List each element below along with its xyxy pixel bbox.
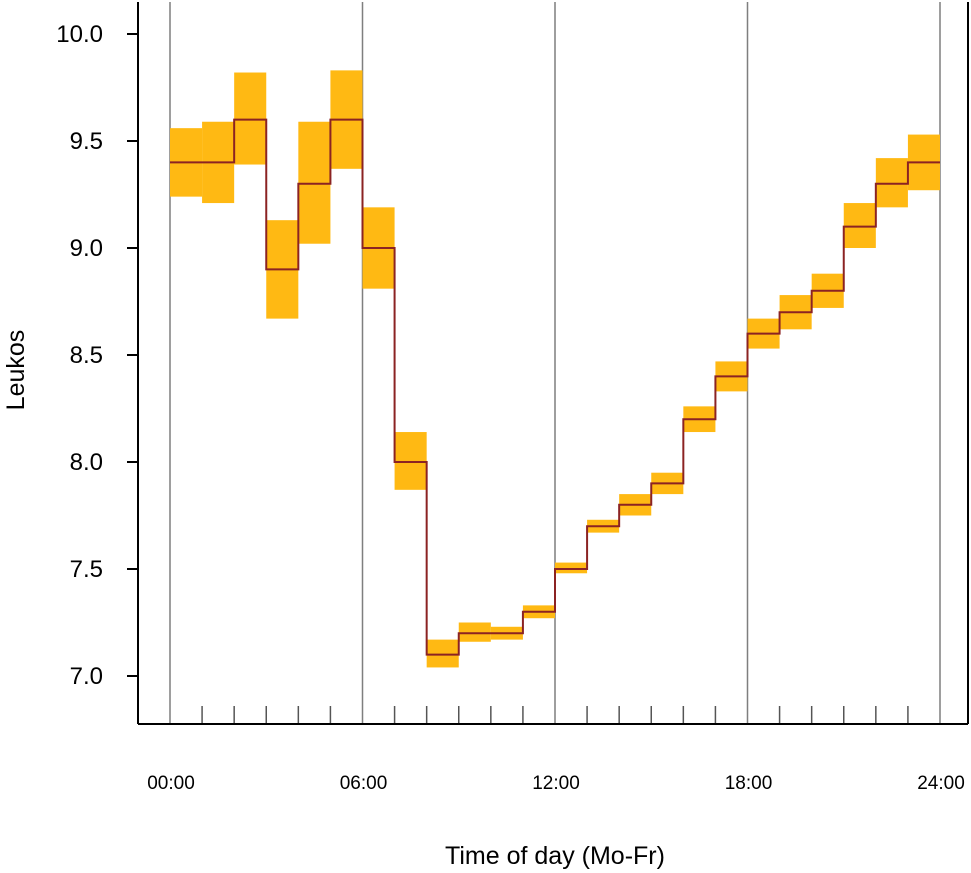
y-tick-label: 7.0 [70,663,103,690]
ci-band [458,622,491,642]
ci-band [875,158,908,208]
ci-band [394,432,427,490]
y-tick-layer: 7.0 7.5 8.0 8.5 9.0 9.5 10.0 [56,21,138,690]
x-tick-label: 18:00 [725,773,773,794]
ci-band [555,562,588,574]
ci-band [234,72,267,165]
ci-band [298,121,331,244]
x-tick-layer: 00:00 06:00 12:00 18:00 24:00 [147,773,965,794]
x-tick-label: 06:00 [340,773,388,794]
y-tick-label: 9.5 [70,128,103,155]
y-tick-label: 8.5 [70,342,103,369]
mean-step-line [170,118,940,656]
y-tick-label: 8.0 [70,449,103,476]
y-axis-title: Leukos [2,330,30,411]
x-tick-label: 00:00 [147,773,195,794]
minor-tick-layer [201,706,909,724]
y-tick-label: 7.5 [70,556,103,583]
ci-band [426,639,459,668]
x-tick-label: 24:00 [917,773,965,794]
ci-band [843,203,876,248]
axes [137,2,969,725]
x-axis-title: Time of day (Mo-Fr) [445,842,665,870]
y-tick-label: 10.0 [56,21,103,48]
x-tick-label: 12:00 [532,773,580,794]
y-tick-label: 9.0 [70,235,103,262]
